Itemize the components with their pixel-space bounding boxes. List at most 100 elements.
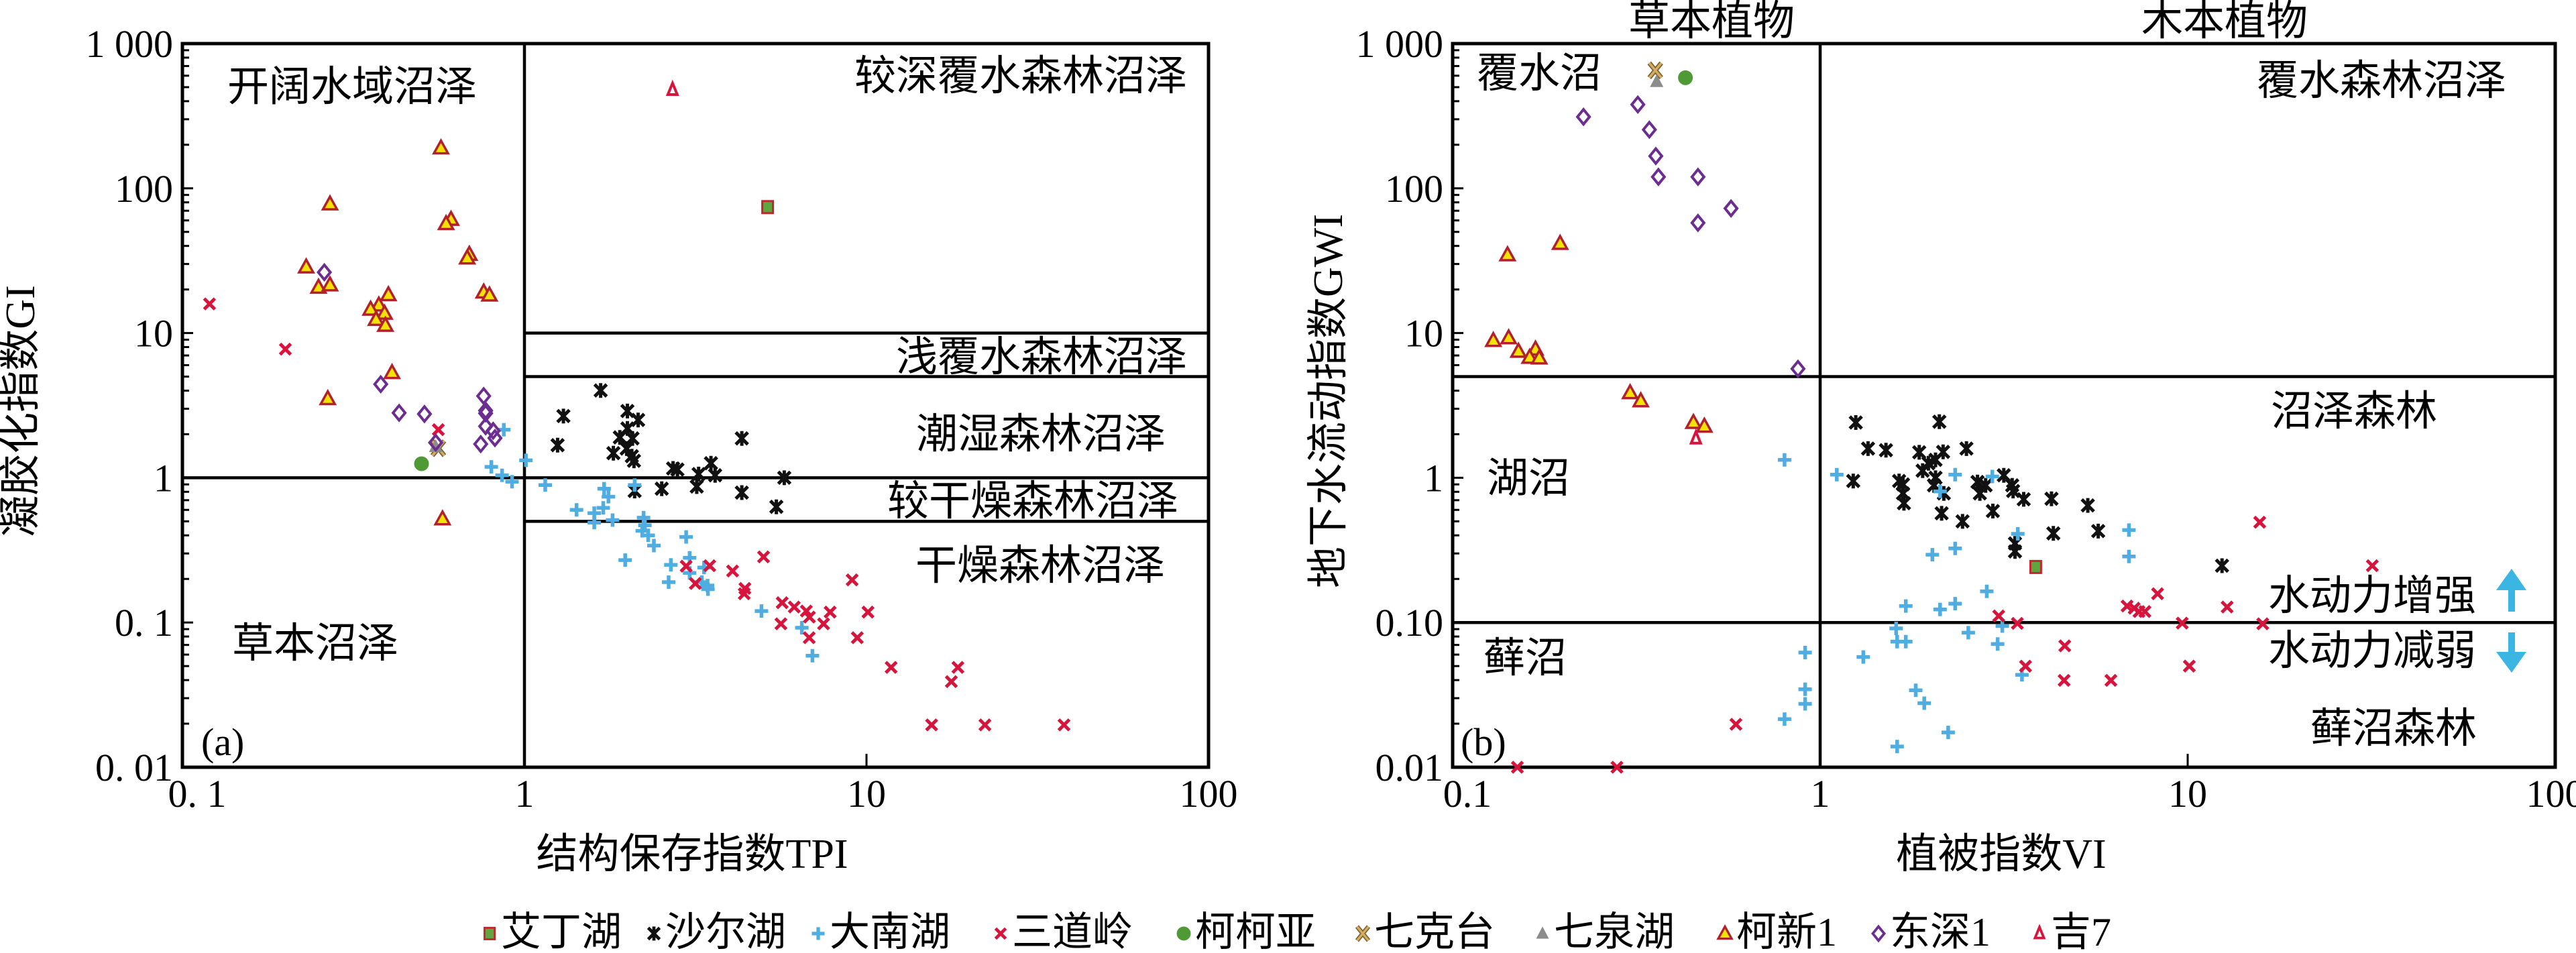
legend-item-kexin-1: 柯新1 <box>1716 910 1837 953</box>
chart-b-points <box>1484 61 2379 774</box>
data-point-kexin-1 <box>437 213 455 231</box>
data-point-qiketai <box>1647 61 1663 80</box>
legend-item-sandaoling: 三道岭 <box>994 910 1133 953</box>
data-point-aiding-hu <box>2029 559 2042 574</box>
data-point-dongshen-1 <box>1575 107 1591 127</box>
data-point-shaer-hu <box>704 455 718 471</box>
data-point-aiding-hu <box>761 200 775 215</box>
legend-marker-danan-hu <box>811 927 825 940</box>
region-label-deep-inundated-forest-swamp: 较深覆水森林沼泽 <box>854 54 1187 99</box>
annotation-hydrodynamic-increase: 水动力增强 <box>2268 573 2476 619</box>
legend-marker-kekeya <box>1176 926 1191 941</box>
data-point-sandaoling <box>1610 761 1624 774</box>
data-point-danan-hu <box>662 575 675 589</box>
data-point-dongshen-1 <box>1690 213 1706 233</box>
data-point-sandaoling <box>2253 515 2267 529</box>
panel-label-a: (a) <box>201 720 244 764</box>
panel-label-b: (b) <box>1461 720 1506 764</box>
legend-item-danan-hu: 大南湖 <box>811 910 950 953</box>
y-tick-label: 1 <box>154 456 173 500</box>
region-label-moss-swamp-forest: 藓沼森林 <box>2310 706 2477 752</box>
data-point-kexin-1 <box>319 388 337 406</box>
legend-label: 七克台 <box>1374 910 1495 953</box>
x-tick-label: 10 <box>2168 772 2207 816</box>
data-point-qiquanhu <box>429 439 443 452</box>
data-point-kexin-1 <box>321 275 339 292</box>
data-point-shaer-hu <box>2016 492 2031 507</box>
data-point-kexin-1 <box>1500 328 1518 345</box>
legend-label: 三道岭 <box>1012 910 1133 953</box>
data-point-dongshen-1 <box>1641 120 1657 139</box>
data-point-shaer-hu <box>1955 514 1970 529</box>
data-point-danan-hu <box>1890 740 1904 754</box>
data-point-sandaoling <box>757 550 771 564</box>
data-point-kexin-1 <box>458 248 477 265</box>
y-tick-label: 100 <box>1385 167 1443 211</box>
x-tick-label: 0.1 <box>1443 772 1492 816</box>
y-axis-title-b: 地下水流动指数GWI <box>1306 214 1351 588</box>
data-point-danan-hu <box>1856 650 1870 664</box>
data-point-shaer-hu <box>670 462 685 478</box>
data-point-danan-hu <box>805 649 820 663</box>
data-point-sandaoling <box>2138 605 2151 618</box>
y-tick-label: 10 <box>134 312 173 355</box>
arrow-up-icon <box>2496 569 2526 612</box>
data-point-sandaoling <box>774 617 788 630</box>
legend-label: 七泉湖 <box>1554 910 1675 953</box>
data-point-danan-hu <box>1980 584 1994 598</box>
data-point-kexin-1 <box>1484 331 1503 347</box>
chart-b-axes: 0.1 1 10 100 0.01 0.10 1 10 100 1 000 <box>1356 22 2576 816</box>
data-point-danan-hu <box>628 478 642 492</box>
data-point-danan-hu <box>664 558 678 572</box>
plot-frame <box>1451 42 2557 769</box>
data-point-shaer-hu <box>734 431 749 446</box>
data-point-kexin-1 <box>361 299 380 316</box>
data-point-sandaoling <box>431 423 445 437</box>
y-tick-label: 0.01 <box>1376 746 1444 789</box>
y-tick-label: 1 000 <box>1356 22 1444 66</box>
data-point-danan-hu <box>701 582 715 596</box>
data-point-dongshen-1 <box>1790 359 1806 379</box>
x-axis-title-a: 结构保存指数TPI <box>536 832 848 877</box>
region-label-shallow-inundated-forest-swamp: 浅覆水森林沼泽 <box>896 335 1187 380</box>
data-point-shaer-hu <box>1972 486 1987 501</box>
data-point-kexin-1 <box>1530 348 1549 365</box>
data-point-sandaoling <box>278 342 292 356</box>
legend-label: 柯柯亚 <box>1195 910 1316 953</box>
data-point-shaer-hu <box>2090 523 2106 539</box>
x-tick-label: 0. 1 <box>168 772 227 816</box>
legend-label: 吉7 <box>2051 910 2111 953</box>
data-point-danan-hu <box>1798 682 1812 696</box>
y-tick-label: 0.10 <box>1376 601 1444 644</box>
data-point-dongshen-1 <box>317 262 333 282</box>
data-point-danan-hu <box>618 553 632 567</box>
data-point-ji-7 <box>665 79 679 96</box>
legend-marker-shaer-hu <box>647 926 661 941</box>
legend-item-aiding-hu: 艾丁湖 <box>483 910 622 953</box>
data-point-dongshen-1 <box>1630 95 1646 115</box>
data-point-ji-7 <box>1689 428 1703 445</box>
data-point-dongshen-1 <box>1650 167 1667 186</box>
y-tick-label: 1 000 <box>86 22 174 66</box>
data-point-danan-hu <box>1985 469 1999 484</box>
data-point-dongshen-1 <box>487 429 503 448</box>
data-point-kexin-1 <box>1632 391 1650 408</box>
y-tick-label: 10 <box>1404 312 1443 355</box>
data-point-shaer-hu <box>1915 463 1930 478</box>
data-point-shaer-hu <box>2044 491 2059 506</box>
data-point-shaer-hu <box>654 481 669 496</box>
x-tick-label: 1 <box>1811 772 1830 816</box>
data-point-danan-hu <box>1777 453 1791 467</box>
data-point-danan-hu <box>2122 523 2136 537</box>
legend-marker-qiketai <box>1355 925 1371 942</box>
data-point-dongshen-1 <box>1690 167 1706 186</box>
data-point-shaer-hu <box>734 485 749 500</box>
legend: 艾丁湖 沙尔湖 大南湖 三道岭 柯柯亚 七克台 七泉湖 柯新1 东深1 吉7 <box>483 910 2111 953</box>
data-point-dongshen-1 <box>416 404 433 424</box>
data-point-shaer-hu <box>777 470 792 486</box>
data-point-danan-hu <box>1889 622 1903 635</box>
data-point-danan-hu <box>1941 726 1955 740</box>
data-point-sandaoling <box>925 718 938 732</box>
data-point-danan-hu <box>587 516 602 530</box>
